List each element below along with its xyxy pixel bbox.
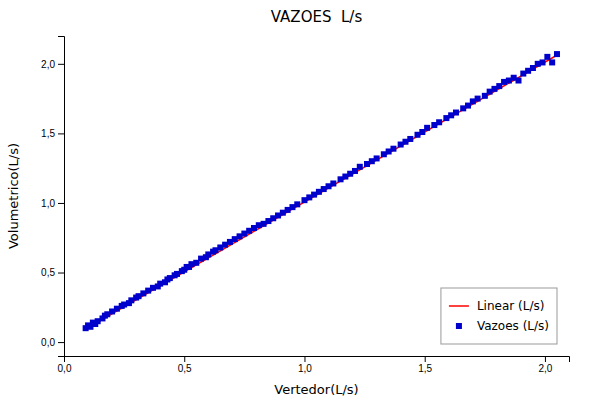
y-axis: 0,0 0,5 1,0 1,5 2,0 bbox=[41, 37, 64, 357]
legend-label: Vazoes (L/s) bbox=[477, 319, 549, 333]
y-tick-label: 2,0 bbox=[41, 59, 55, 70]
x-tick-mark bbox=[545, 356, 546, 362]
title: VAZOES L/s bbox=[271, 8, 363, 26]
x-tick: 2,0 bbox=[538, 356, 552, 374]
y-tick-mark bbox=[58, 273, 64, 274]
legend-box bbox=[441, 288, 557, 344]
point bbox=[475, 96, 481, 102]
x-axis-line bbox=[65, 357, 570, 363]
legend-label: Linear (L/s) bbox=[477, 299, 544, 313]
y-tick: 1,5 bbox=[41, 128, 64, 139]
y-tick: 0,0 bbox=[41, 337, 64, 348]
legend-item: Vazoes (L/s) bbox=[456, 319, 549, 333]
x-tick-label: 1,5 bbox=[418, 363, 432, 374]
point bbox=[330, 180, 336, 186]
y-tick-mark bbox=[58, 342, 64, 343]
y-tick-label: 1,0 bbox=[41, 198, 55, 209]
x-tick-label: 2,0 bbox=[538, 363, 552, 374]
x-tick-mark bbox=[304, 356, 305, 362]
point bbox=[374, 155, 380, 161]
y-tick-label: 1,5 bbox=[41, 128, 55, 139]
x-tick: 0,0 bbox=[58, 356, 72, 374]
point bbox=[540, 59, 546, 65]
point bbox=[294, 201, 300, 207]
x-tick: 1,0 bbox=[298, 356, 312, 374]
y-axis-line bbox=[58, 37, 65, 357]
legend: Linear (L/s) Vazoes (L/s) bbox=[441, 288, 557, 344]
x-tick-label: 1,0 bbox=[298, 363, 312, 374]
y-tick-mark bbox=[58, 133, 64, 134]
x-tick-mark bbox=[425, 356, 426, 362]
point bbox=[390, 146, 396, 152]
y-axis-title: Volumetrico(L/s) bbox=[6, 143, 21, 249]
x-tick: 1,5 bbox=[418, 356, 432, 374]
y-tick-label: 0,5 bbox=[41, 267, 55, 278]
y-tick: 1,0 bbox=[41, 198, 64, 209]
x-tick-mark bbox=[184, 356, 185, 362]
x-tick-label: 0,0 bbox=[58, 363, 72, 374]
x-axis: 0,0 0,5 1,0 1,5 2,0 bbox=[58, 356, 570, 374]
point bbox=[357, 164, 363, 170]
point bbox=[424, 125, 430, 131]
point bbox=[516, 78, 522, 84]
y-tick-mark bbox=[58, 203, 64, 204]
x-tick-label: 0,5 bbox=[178, 363, 192, 374]
y-tick-mark bbox=[58, 64, 64, 65]
legend-symbol bbox=[449, 305, 469, 307]
x-tick: 0,5 bbox=[178, 356, 192, 374]
point bbox=[407, 136, 413, 142]
point bbox=[544, 54, 550, 60]
legend-item: Linear (L/s) bbox=[449, 299, 544, 313]
point bbox=[453, 110, 459, 116]
y-tick: 2,0 bbox=[41, 59, 64, 70]
x-axis-title: Vertedor(L/s) bbox=[274, 382, 358, 397]
legend-symbol bbox=[456, 323, 462, 329]
y-tick-label: 0,0 bbox=[41, 337, 55, 348]
point bbox=[436, 119, 442, 125]
chart: 0,0 0,5 1,0 1,5 2,0 0,0 0,5 1,0 1,5 2,0 VAZOES L/s… bbox=[0, 0, 589, 404]
point bbox=[554, 51, 560, 57]
y-tick: 0,5 bbox=[41, 267, 64, 278]
point bbox=[549, 59, 555, 65]
